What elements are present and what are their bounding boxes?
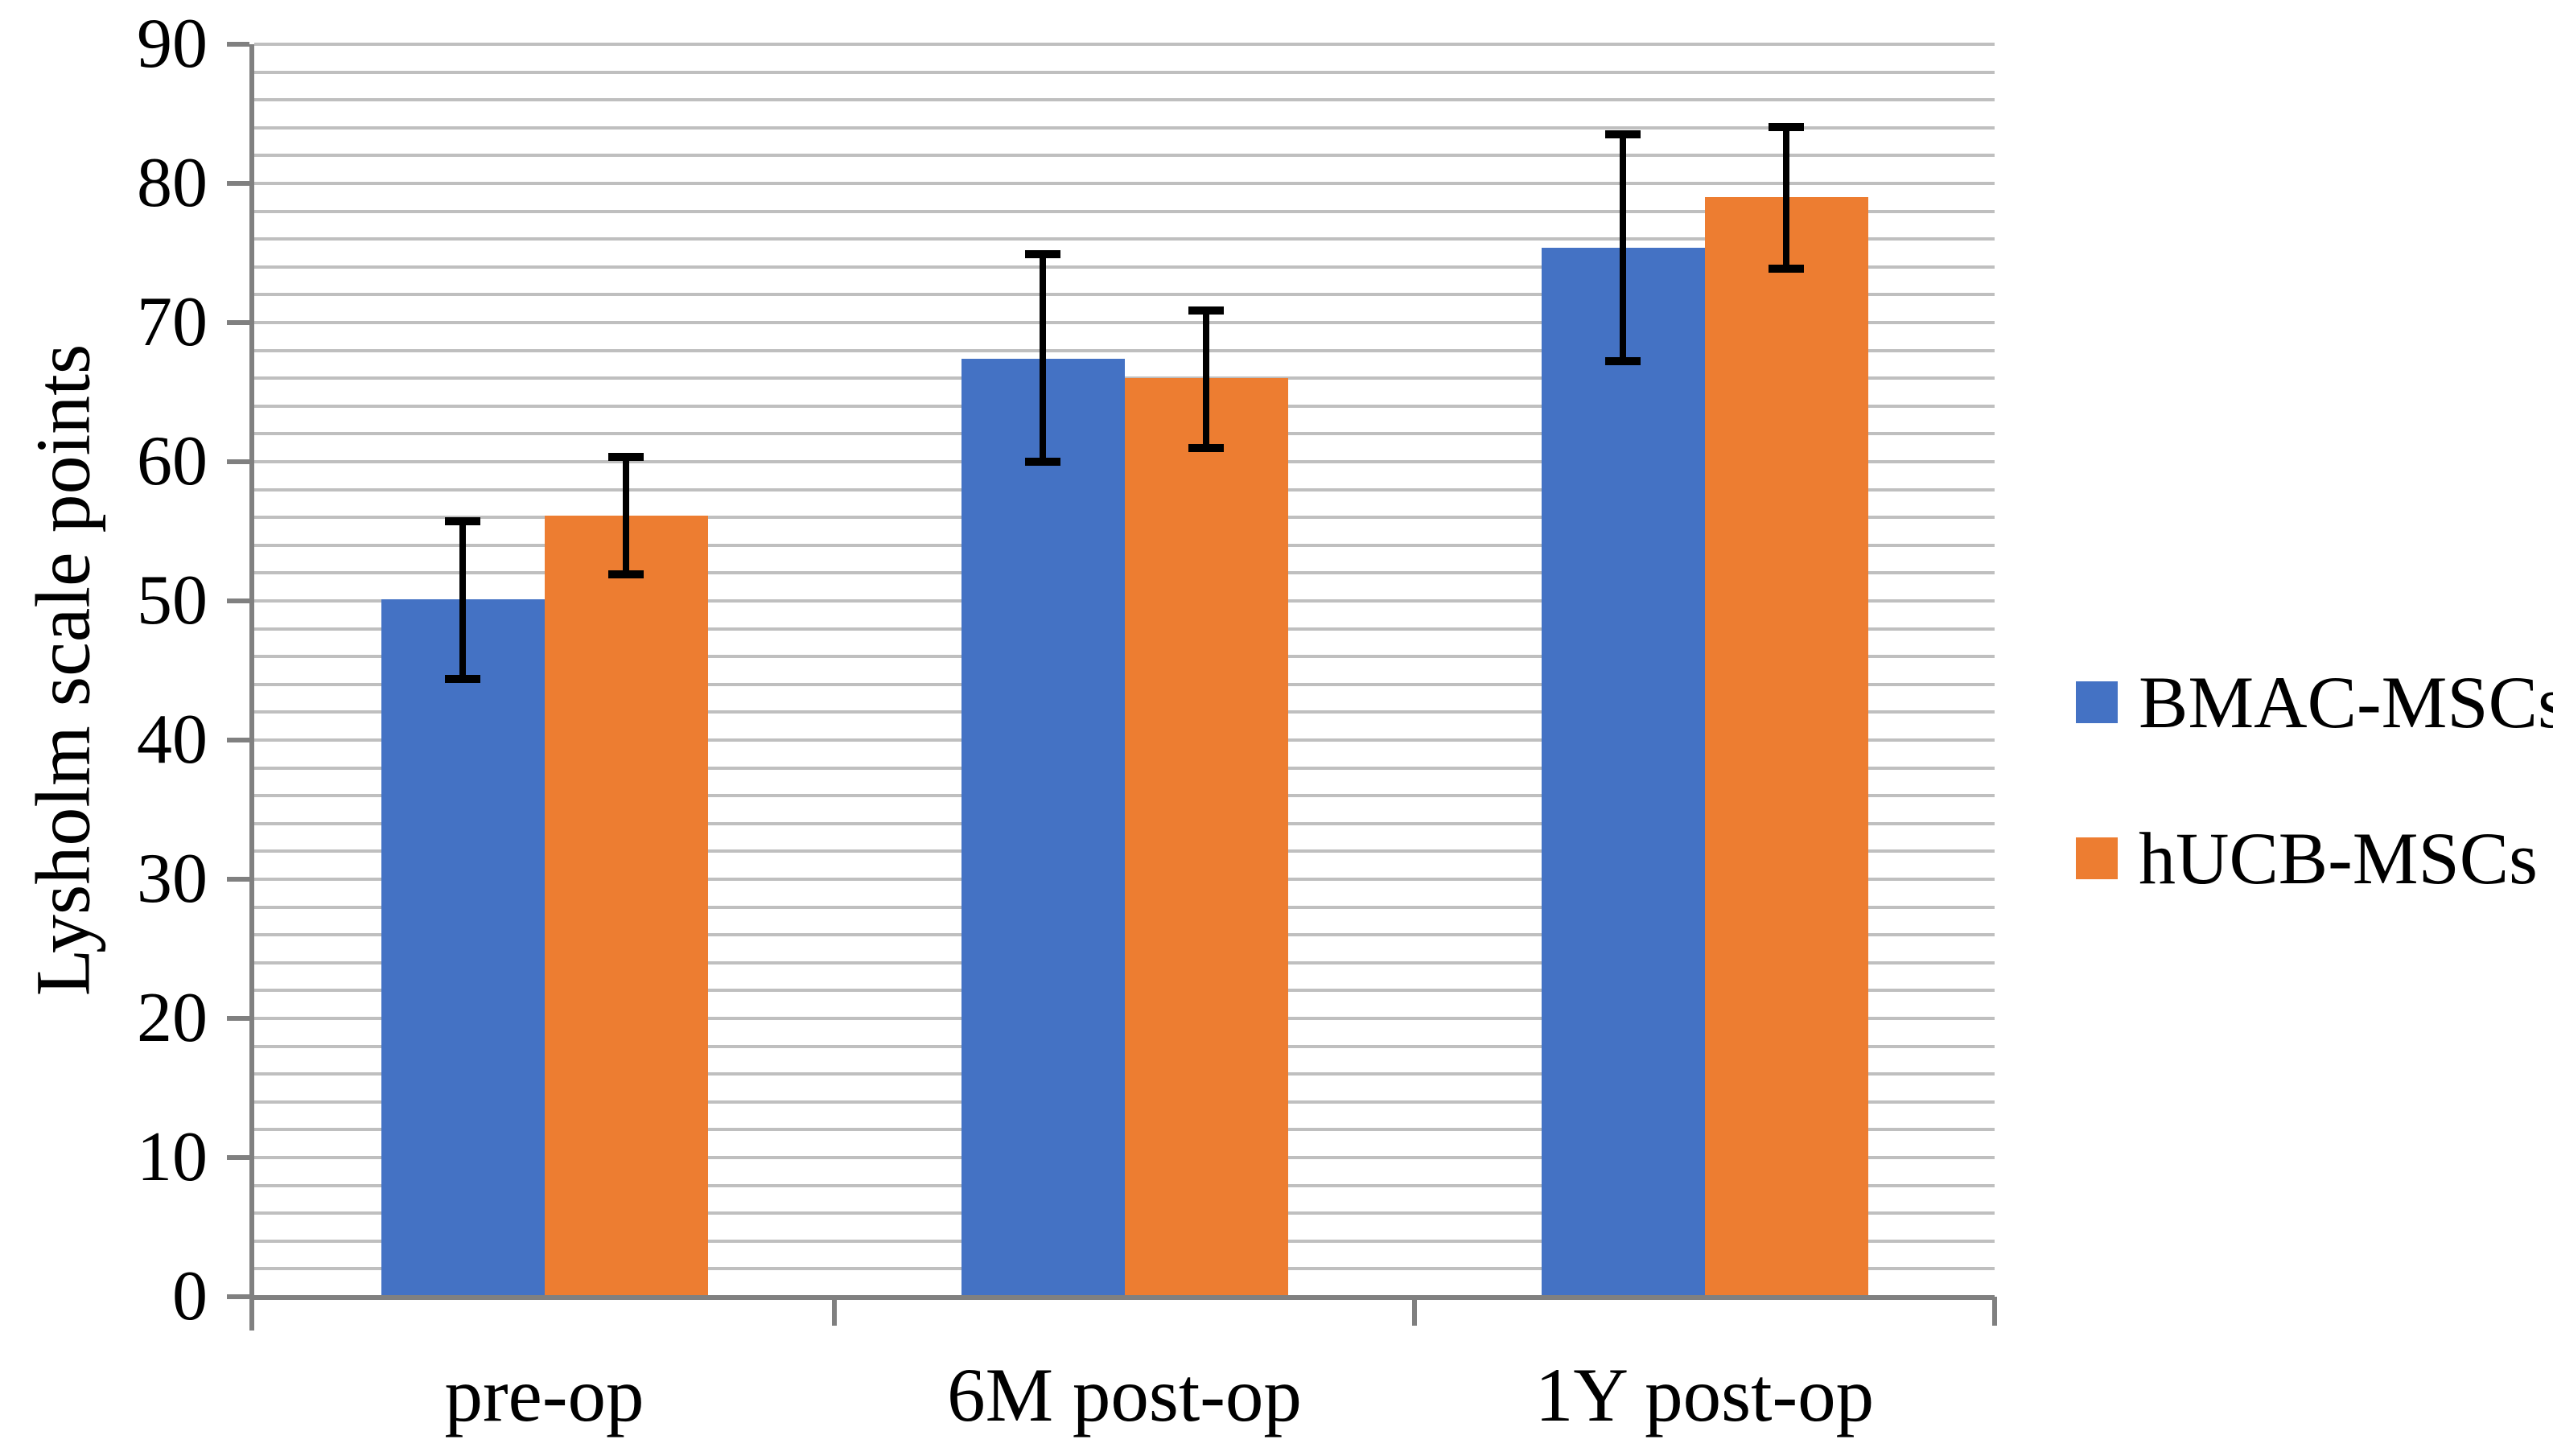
error-bar-cap-top — [1188, 306, 1224, 315]
gridline — [254, 321, 1995, 324]
x-category-label: 1Y post-op — [1534, 1352, 1875, 1437]
y-tick-label: 60 — [137, 422, 208, 500]
y-tick-label: 70 — [137, 283, 208, 361]
error-bar-line — [1783, 126, 1789, 269]
gridline — [254, 70, 1995, 74]
x-axis-line — [254, 1295, 1995, 1300]
legend-item-bmac-mscs: BMAC-MSCs — [2076, 660, 2553, 745]
error-bar-line — [623, 456, 629, 575]
bar-bmac-mscs-1y-post-op — [1541, 247, 1705, 1297]
legend-label-hucb: hUCB-MSCs — [2139, 817, 2538, 899]
error-bar-cap-bottom — [1769, 264, 1804, 273]
error-bar-cap-top — [1769, 123, 1804, 132]
error-bar-cap-top — [608, 453, 644, 462]
error-bar-cap-bottom — [445, 674, 480, 683]
y-axis-tick — [227, 320, 249, 325]
y-tick-label: 90 — [137, 5, 208, 83]
y-tick-label: 50 — [137, 561, 208, 640]
y-axis-line — [249, 44, 254, 1331]
y-axis-tick — [227, 1016, 249, 1021]
legend-swatch-bmac-icon — [2076, 681, 2118, 723]
bar-hucb-mscs-6m-post-op — [1124, 378, 1288, 1297]
y-tick-label: 30 — [137, 840, 208, 918]
error-bar-cap-bottom — [608, 570, 644, 579]
bar-hucb-mscs-1y-post-op — [1704, 197, 1868, 1297]
legend-swatch-hucb-icon — [2076, 837, 2118, 879]
y-axis-tick — [227, 1155, 249, 1160]
gridline — [254, 265, 1995, 269]
error-bar-cap-top — [1025, 249, 1060, 258]
gridline — [254, 98, 1995, 102]
y-axis-tick — [227, 459, 249, 464]
y-axis-tick — [227, 42, 249, 47]
gridline — [254, 43, 1995, 46]
y-tick-label: 80 — [137, 144, 208, 222]
error-bar-line — [459, 520, 466, 679]
gridline — [254, 293, 1995, 297]
error-bar-line — [1040, 253, 1046, 462]
gridline — [254, 125, 1995, 130]
x-axis-tick — [832, 1297, 837, 1326]
gridline — [254, 209, 1995, 213]
legend-label-bmac: BMAC-MSCs — [2139, 661, 2553, 743]
gridline — [254, 154, 1995, 158]
bar-hucb-mscs-pre-op — [544, 516, 708, 1297]
error-bar-cap-top — [1605, 130, 1641, 138]
error-bar-cap-top — [445, 516, 480, 525]
x-category-label: 6M post-op — [947, 1352, 1302, 1437]
bar-bmac-mscs-6m-post-op — [961, 358, 1125, 1297]
x-axis-tick — [1412, 1297, 1417, 1326]
y-axis-tick — [227, 877, 249, 882]
gridline — [254, 348, 1995, 352]
y-axis-tick — [227, 1294, 249, 1299]
y-tick-label: 10 — [137, 1118, 208, 1196]
legend-item-hucb-mscs: hUCB-MSCs — [2076, 816, 2538, 901]
y-axis-tick — [227, 598, 249, 603]
bar-bmac-mscs-pre-op — [381, 599, 545, 1297]
gridline — [254, 237, 1995, 241]
error-bar-line — [1203, 310, 1209, 448]
error-bar-line — [1620, 133, 1626, 362]
x-axis-tick — [1992, 1297, 1997, 1326]
y-axis-tick — [227, 181, 249, 186]
x-category-label: pre-op — [444, 1352, 644, 1437]
y-axis-tick — [227, 738, 249, 742]
error-bar-cap-bottom — [1188, 443, 1224, 452]
error-bar-cap-bottom — [1605, 357, 1641, 366]
y-tick-label: 20 — [137, 979, 208, 1057]
y-tick-label: 0 — [172, 1257, 208, 1335]
y-tick-label: 40 — [137, 701, 208, 779]
error-bar-cap-bottom — [1025, 458, 1060, 466]
gridline — [254, 182, 1995, 185]
